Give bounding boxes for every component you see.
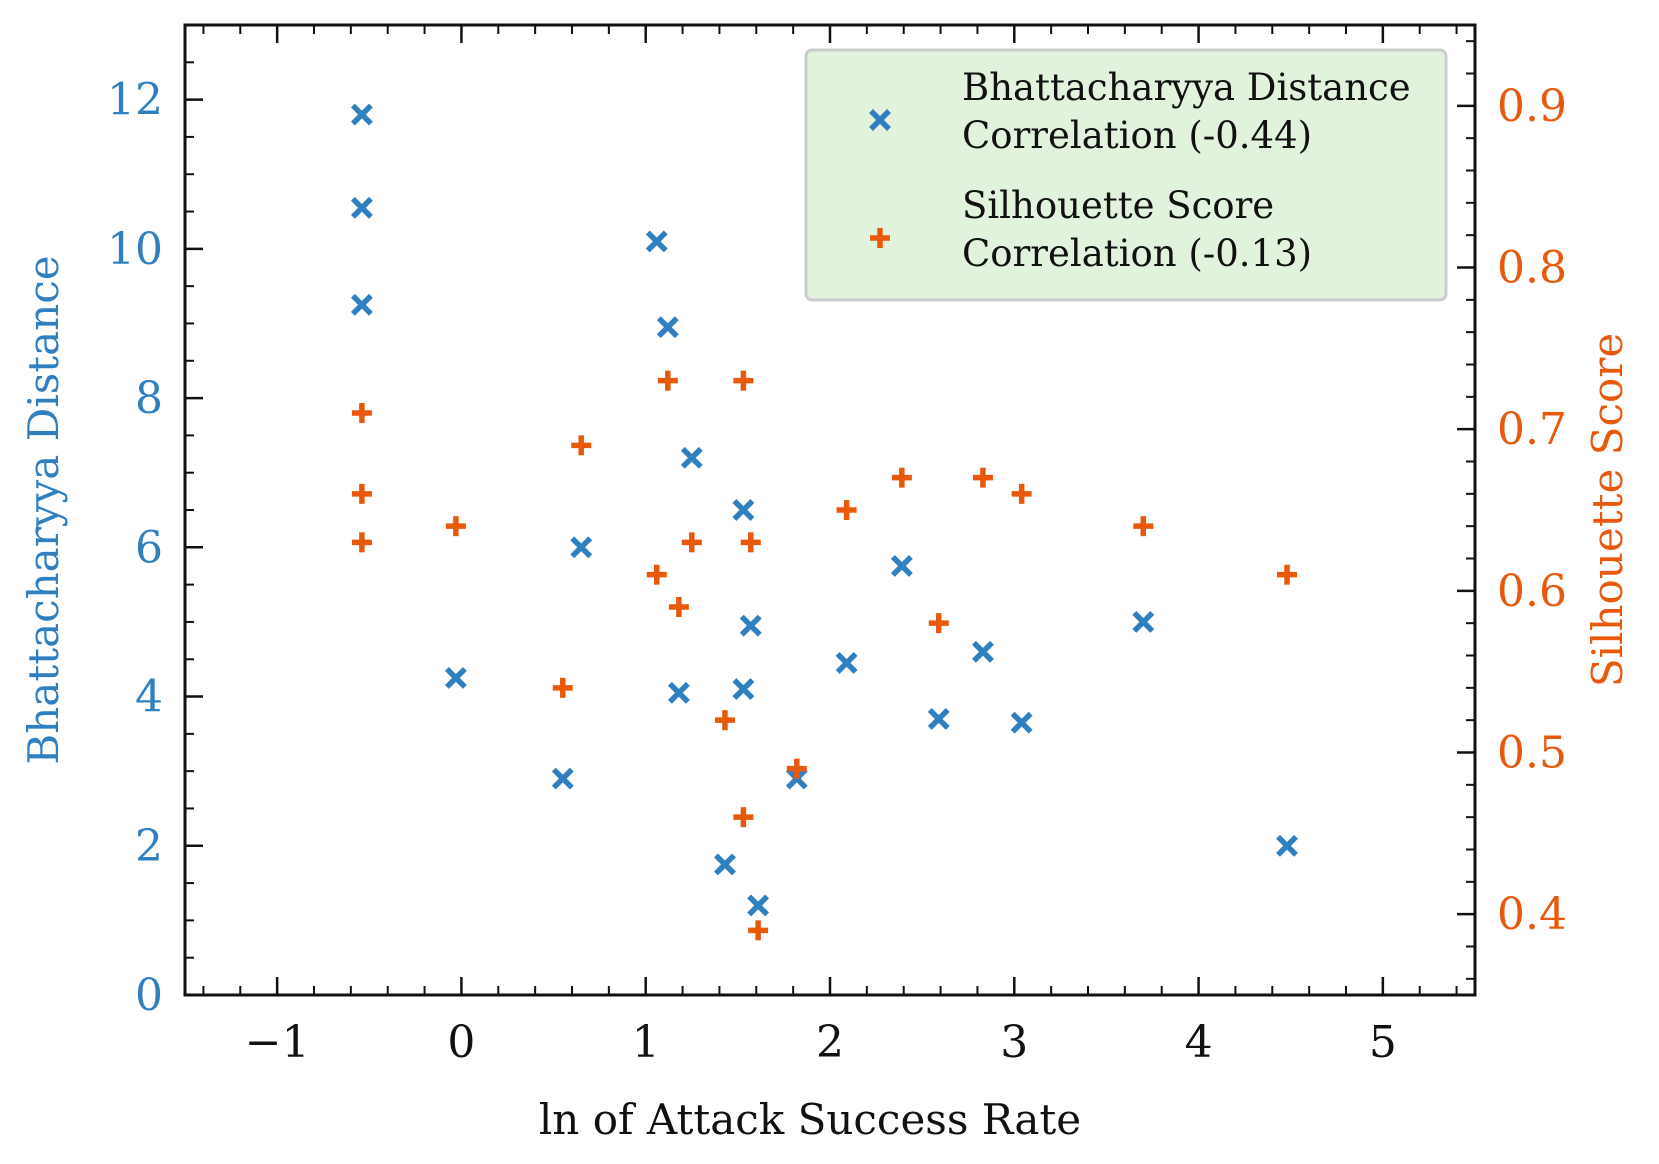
silhouette-point	[786, 758, 807, 779]
silhouette-point	[552, 677, 573, 698]
x-tick-label: 5	[1369, 1017, 1397, 1068]
bhattacharyya-point	[835, 652, 858, 674]
legend-label-silhouette-line1: Silhouette Score	[962, 184, 1274, 227]
right-y-tick-label: 0.9	[1497, 81, 1567, 132]
bhattacharyya-point	[732, 678, 755, 701]
x-tick-label: 3	[1000, 1017, 1028, 1068]
silhouette-point	[646, 564, 667, 585]
right-y-tick-label: 0.7	[1497, 404, 1567, 455]
x-tick-label: −1	[245, 1017, 310, 1068]
bhattacharyya-point	[667, 681, 690, 704]
bhattacharyya-point	[927, 707, 950, 730]
silhouette-point	[681, 532, 702, 553]
bhattacharyya-point	[739, 614, 762, 637]
bhattacharyya-point	[551, 767, 574, 790]
left-y-tick-label: 4	[135, 672, 163, 723]
left-y-tick-label: 8	[135, 373, 163, 424]
bhattacharyya-point	[350, 196, 373, 219]
x-axis-title: ln of Attack Success Rate	[539, 1095, 1081, 1144]
bhattacharyya-point	[570, 536, 593, 559]
legend: Bhattacharyya Distance Correlation (-0.4…	[804, 48, 1448, 302]
silhouette-point	[1011, 483, 1032, 504]
right-y-tick-label: 0.6	[1497, 566, 1567, 617]
bhattacharyya-point	[972, 640, 994, 663]
bhattacharyya-point	[714, 853, 736, 876]
silhouette-point	[668, 597, 689, 617]
silhouette-point	[748, 920, 769, 941]
x-tick-label: 1	[632, 1017, 660, 1068]
left-y-tick-label: 10	[107, 224, 163, 275]
silhouette-point	[351, 532, 372, 553]
plot-frame	[183, 23, 1477, 997]
silhouette-point	[972, 467, 993, 488]
bhattacharyya-point	[1132, 610, 1155, 633]
right-y-tick-label: 0.4	[1497, 889, 1567, 940]
data-marks	[350, 103, 1298, 941]
silhouette-point	[657, 370, 678, 391]
left-y-tick-label: 6	[135, 522, 163, 573]
right-y-axis-title: Silhouette Score	[1583, 333, 1632, 687]
silhouette-point	[1133, 516, 1154, 537]
silhouette-point	[445, 516, 466, 537]
silhouette-point	[1277, 564, 1298, 585]
legend-label-silhouette-line2: Correlation (-0.13)	[962, 232, 1312, 275]
x-tick-label: 2	[816, 1017, 844, 1068]
bhattacharyya-point	[645, 230, 668, 253]
bhattacharyya-point	[1010, 711, 1033, 734]
silhouette-point	[928, 613, 949, 634]
x-tick-label: 0	[447, 1017, 475, 1068]
silhouette-point	[351, 403, 372, 423]
silhouette-point	[733, 370, 754, 391]
left-y-tick-label: 12	[107, 75, 163, 126]
legend-plus-marker-shape	[870, 228, 890, 248]
bhattacharyya-point	[444, 666, 467, 689]
bhattacharyya-point	[890, 555, 913, 577]
left-y-tick-label: 0	[135, 970, 163, 1021]
left-y-tick-label: 2	[135, 821, 163, 872]
legend-x-marker	[869, 109, 891, 131]
silhouette-point	[351, 483, 372, 504]
bhattacharyya-point	[1276, 834, 1298, 857]
left-y-axis-title: Bhattacharyya Distance	[19, 255, 68, 764]
legend-plus-marker	[870, 228, 890, 248]
silhouette-point	[733, 807, 754, 828]
legend-label-bhattacharyya-line2: Correlation (-0.44)	[962, 114, 1312, 157]
legend-label-bhattacharyya-line1: Bhattacharyya Distance	[962, 66, 1411, 109]
bhattacharyya-point	[350, 103, 373, 126]
legend-box	[804, 48, 1448, 302]
legend-x-marker-shape	[869, 109, 891, 131]
bhattacharyya-point	[747, 894, 770, 917]
silhouette-point	[571, 435, 592, 456]
bhattacharyya-point	[656, 316, 679, 339]
silhouette-point	[714, 710, 735, 731]
right-y-tick-label: 0.8	[1497, 243, 1567, 294]
bhattacharyya-point	[350, 293, 373, 316]
bhattacharyya-point	[732, 499, 755, 521]
silhouette-point	[891, 467, 912, 488]
bhattacharyya-point	[680, 446, 703, 469]
x-tick-label: 4	[1185, 1017, 1213, 1068]
silhouette-point	[836, 500, 857, 520]
right-y-tick-label: 0.5	[1497, 728, 1567, 779]
silhouette-point	[740, 532, 761, 553]
